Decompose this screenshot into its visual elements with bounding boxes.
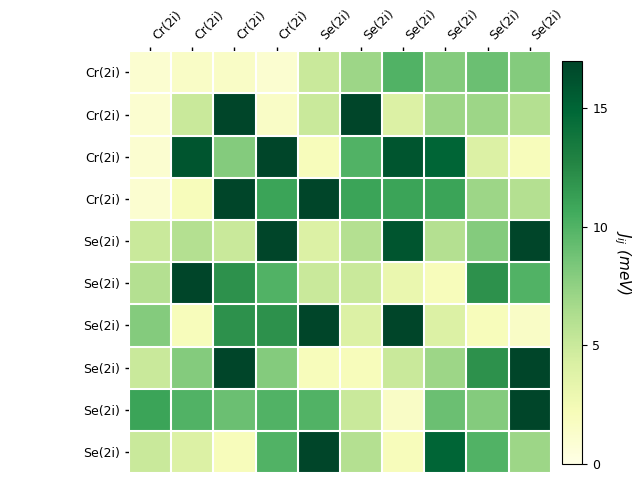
Y-axis label: $J_{ij}$ (meV): $J_{ij}$ (meV) xyxy=(612,229,633,295)
